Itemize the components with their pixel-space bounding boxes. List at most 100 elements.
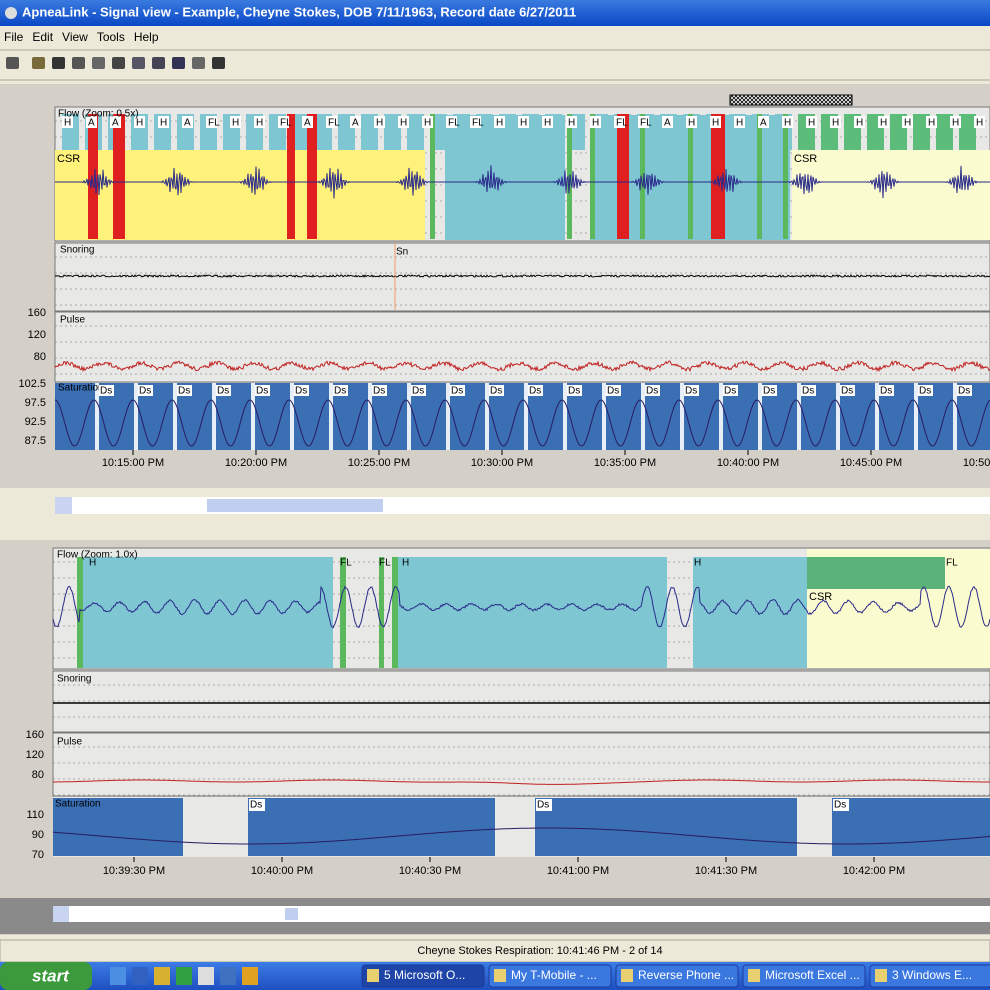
task-button[interactable] <box>615 964 739 988</box>
apnea-block <box>287 114 295 239</box>
event-label: Ds <box>763 386 775 397</box>
block <box>680 383 684 450</box>
block <box>936 114 953 150</box>
event-label: FL <box>472 118 484 129</box>
event-label: H <box>376 118 383 129</box>
toolbar-button[interactable] <box>92 57 105 69</box>
quick-launch[interactable] <box>132 967 148 985</box>
event-label: Ds <box>919 386 931 397</box>
toolbar-button[interactable] <box>32 57 45 69</box>
menu-item[interactable]: File <box>4 30 24 44</box>
y-tick-label: 97.5 <box>25 397 46 409</box>
menu-item[interactable]: Help <box>134 30 159 44</box>
event-tag <box>350 116 361 128</box>
block <box>361 114 378 150</box>
window-title: ApneaLink - Signal view - Example, Cheyn… <box>22 4 576 19</box>
toolbar-button[interactable] <box>192 57 205 69</box>
toolbar-button[interactable] <box>132 57 145 69</box>
block <box>290 383 294 450</box>
event-label: A <box>664 118 671 129</box>
task-icon <box>621 969 633 982</box>
event-tag <box>806 116 817 128</box>
menu-item[interactable]: Edit <box>32 30 53 44</box>
task-button[interactable] <box>742 964 866 988</box>
scroll-arrow[interactable] <box>55 497 72 514</box>
event-tag <box>614 116 625 128</box>
apnea-block <box>307 114 317 239</box>
event-tag <box>411 385 426 396</box>
quick-launch[interactable] <box>110 967 126 985</box>
block <box>913 114 930 150</box>
event-tag <box>830 116 841 128</box>
block <box>379 557 384 668</box>
event-label: A <box>304 118 311 129</box>
event-tag <box>254 116 265 128</box>
quick-launch[interactable] <box>154 967 170 985</box>
panel-label: Pulse <box>57 737 82 748</box>
event-tag <box>99 385 114 396</box>
csr-label: CSR <box>809 591 832 603</box>
event-label: Ds <box>256 386 268 397</box>
start-label: start <box>32 966 70 985</box>
event-label: Ds <box>295 386 307 397</box>
event-tag <box>710 116 721 128</box>
block <box>398 557 667 668</box>
csr-label: CSR <box>794 153 817 165</box>
block <box>340 557 346 668</box>
block <box>602 383 606 450</box>
event-label: H <box>808 118 815 129</box>
event-tag <box>567 385 582 396</box>
task-button[interactable] <box>488 964 612 988</box>
event-label: H <box>400 118 407 129</box>
task-button[interactable] <box>869 964 990 988</box>
event-label: H <box>136 118 143 129</box>
y-tick-label: 110 <box>26 809 44 821</box>
event-label: Ds <box>250 800 262 811</box>
block <box>95 383 99 450</box>
scrollbar[interactable] <box>55 497 990 514</box>
scroll-thumb[interactable] <box>207 499 383 512</box>
event-label: H <box>520 118 527 129</box>
block <box>688 114 693 239</box>
toolbar-button[interactable] <box>6 57 19 69</box>
toolbar-button[interactable] <box>72 57 85 69</box>
block <box>875 383 879 450</box>
quick-launch[interactable] <box>220 967 236 985</box>
toolbar-button[interactable] <box>212 57 225 69</box>
event-tag <box>489 385 504 396</box>
block <box>640 114 645 239</box>
plot-area <box>55 312 990 382</box>
block <box>485 383 489 450</box>
status-text: Cheyne Stokes Respiration: 10:41:46 PM -… <box>417 945 662 957</box>
quick-launch[interactable] <box>242 967 258 985</box>
event-tag <box>542 116 553 128</box>
start-button[interactable] <box>0 962 92 990</box>
toolbar-button[interactable] <box>152 57 165 69</box>
saturation-signal <box>52 827 990 845</box>
menu-item[interactable]: View <box>62 30 88 44</box>
toolbar-button[interactable] <box>112 57 125 69</box>
event-tag <box>446 116 457 128</box>
block <box>563 383 567 450</box>
event-tag <box>590 116 601 128</box>
flow-signal <box>52 585 990 629</box>
y-tick-label: 120 <box>26 749 44 761</box>
toolbar-button[interactable] <box>52 57 65 69</box>
quick-launch[interactable] <box>198 967 214 985</box>
event-label: H <box>496 118 503 129</box>
scroll-thumb[interactable] <box>285 908 298 920</box>
scrollbar[interactable] <box>53 906 990 922</box>
block <box>446 383 450 450</box>
toolbar-button[interactable] <box>172 57 185 69</box>
menu-item[interactable]: Tools <box>97 30 125 44</box>
overview-range[interactable] <box>729 94 853 106</box>
task-label: Reverse Phone ... <box>638 968 734 982</box>
event-tag <box>758 116 769 128</box>
event-label: H <box>880 118 887 129</box>
x-tick-label: 10:50:00 PM <box>963 457 990 469</box>
task-button[interactable] <box>361 964 485 988</box>
block <box>251 383 255 450</box>
quick-launch[interactable] <box>176 967 192 985</box>
event-tag <box>686 116 697 128</box>
scroll-arrow[interactable] <box>53 906 69 922</box>
